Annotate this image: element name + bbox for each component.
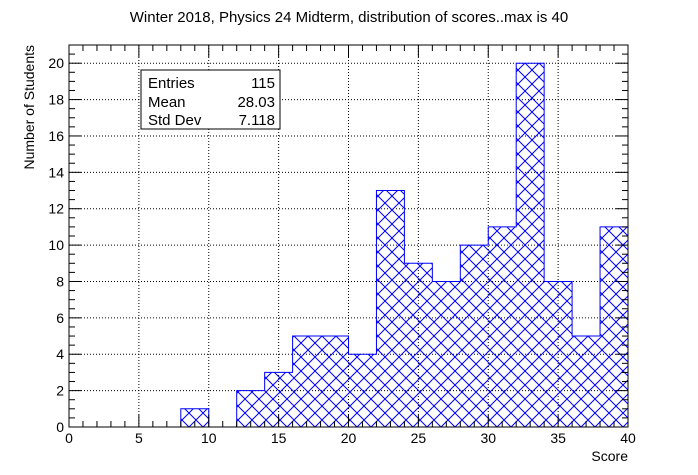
- bar-bin-16: [292, 336, 321, 427]
- stats-box-frame: [140, 69, 281, 130]
- y-tick-label: 18: [48, 92, 64, 108]
- x-tick-label: 0: [65, 430, 73, 446]
- bar-bin-36: [572, 336, 601, 427]
- y-tick-label: 16: [48, 128, 64, 144]
- bar-bin-12: [236, 390, 265, 427]
- stats-entries-value: 115: [251, 75, 275, 92]
- x-axis-label: Score: [591, 448, 628, 464]
- x-tick-label: 30: [480, 430, 496, 446]
- bar-bin-26: [432, 281, 461, 427]
- y-axis-label: Number of Students: [21, 45, 37, 170]
- bar-bin-28: [460, 245, 489, 427]
- axis-ticks: 0 5 10 15 20 25 30 35 40 0 2 4 6 8 10 12 14 16 18 20: [48, 44, 636, 446]
- histogram-outline: [69, 62, 629, 428]
- bar-bin-24: [404, 263, 433, 427]
- y-tick-label: 20: [48, 55, 64, 71]
- stats-stddev-label: Std Dev: [148, 112, 202, 129]
- stats-stddev-value: 7.118: [239, 112, 275, 129]
- histogram-bars: [69, 62, 629, 428]
- bar-bin-34: [544, 281, 573, 427]
- stats-mean-value: 28.03: [237, 94, 275, 111]
- bar-bin-18: [320, 336, 349, 427]
- y-tick-label: 12: [48, 201, 64, 217]
- x-tick-label: 15: [271, 430, 287, 446]
- y-tick-label: 4: [56, 346, 64, 362]
- y-tick-label: 8: [56, 273, 64, 289]
- bar-bin-22: [376, 190, 405, 427]
- bar-bin-20: [348, 354, 377, 427]
- stats-box: Entries 115 Mean 28.03 Std Dev 7.118: [140, 69, 281, 130]
- y-tick-label: 6: [56, 310, 64, 326]
- y-tick-label: 10: [48, 237, 64, 253]
- bar-bin-8: [180, 408, 209, 427]
- x-tick-label: 25: [411, 430, 427, 446]
- bar-bin-30: [488, 226, 517, 427]
- x-tick-label: 20: [341, 430, 357, 446]
- x-tick-label: 35: [550, 430, 566, 446]
- x-tick-label: 5: [135, 430, 143, 446]
- bar-bin-32: [516, 63, 545, 427]
- x-tick-label: 10: [201, 430, 217, 446]
- stats-entries-label: Entries: [148, 75, 195, 92]
- stats-mean-label: Mean: [148, 94, 186, 111]
- x-tick-label: 40: [620, 430, 636, 446]
- y-tick-label: 2: [56, 383, 64, 399]
- y-tick-label: 0: [56, 419, 64, 435]
- chart-title: Winter 2018, Physics 24 Midterm, distrib…: [130, 9, 569, 26]
- y-tick-label: 14: [48, 164, 64, 180]
